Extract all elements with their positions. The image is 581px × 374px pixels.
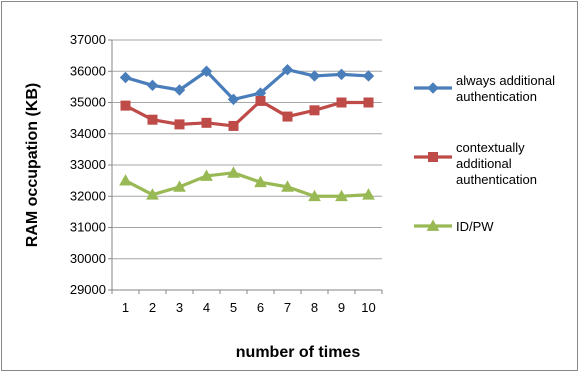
x-tick-label-3: 4 — [203, 300, 210, 315]
data-point-2-2 — [173, 180, 186, 192]
series-line-0 — [125, 68, 369, 101]
data-point-2-8 — [335, 189, 348, 202]
y-tick-label-0: 29000 — [70, 282, 106, 297]
y-tick-label-8: 37000 — [70, 32, 106, 47]
y-tick-label-1: 30000 — [70, 251, 106, 266]
y-tick-labels: 29000 30000 31000 32000 33000 34000 35000 36000… — [70, 32, 112, 297]
legend-label-0: always additional authentication — [456, 73, 555, 104]
legend-label-line-2-0: ID/PW — [456, 219, 494, 234]
x-tick-label-8: 9 — [338, 300, 345, 315]
y-tick-label-2: 31000 — [70, 220, 106, 235]
data-point-1-2 — [174, 119, 185, 130]
x-tick-label-6: 7 — [284, 300, 291, 315]
data-point-1-6 — [282, 111, 293, 122]
data-point-0-3 — [200, 65, 213, 77]
legend-label-line-1-0: contextually — [456, 140, 525, 155]
legend-label-line-1-2: authentication — [456, 172, 537, 187]
y-tick-label-7: 36000 — [70, 63, 106, 78]
data-point-2-1 — [146, 188, 159, 200]
legend-item-2: ID/PW — [414, 219, 494, 234]
data-point-0-8 — [335, 68, 348, 81]
legend-item-0: always additional authentication — [414, 73, 555, 104]
data-point-0-7 — [308, 70, 321, 82]
data-point-1-9 — [363, 97, 374, 108]
legend-swatch-marker-0 — [427, 82, 439, 94]
series-1 — [120, 95, 374, 131]
data-point-0-6 — [281, 63, 294, 76]
data-point-1-5 — [255, 95, 266, 106]
series-0 — [119, 63, 375, 106]
x-tick-label-9: 10 — [361, 300, 375, 315]
legend-swatch-marker-1 — [428, 152, 438, 162]
data-point-1-4 — [228, 120, 239, 131]
legend: always additional authenticationcontextua… — [414, 73, 555, 234]
series-line-2 — [124, 171, 369, 198]
x-tick-label-2: 3 — [176, 300, 183, 315]
data-point-0-4 — [227, 93, 240, 106]
x-tick-label-1: 2 — [149, 300, 156, 315]
y-tick-label-3: 32000 — [70, 188, 106, 203]
data-point-1-3 — [201, 117, 212, 128]
series-line-1 — [124, 99, 369, 128]
x-tick-label-5: 6 — [257, 300, 264, 315]
data-point-2-5 — [254, 175, 267, 188]
x-tick-labels: 1 2 3 4 5 6 7 8 9 10 — [111, 290, 383, 315]
data-point-2-9 — [362, 188, 375, 200]
legend-label-2: ID/PW — [456, 219, 494, 234]
data-point-2-0 — [119, 174, 132, 186]
y-tick-label-4: 33000 — [70, 157, 106, 172]
data-point-0-2 — [173, 84, 186, 96]
data-point-2-7 — [308, 189, 321, 202]
legend-label-1: contextually additional authentication — [456, 140, 537, 187]
series-2 — [119, 166, 375, 202]
data-point-2-6 — [281, 180, 294, 192]
data-point-2-3 — [200, 169, 213, 181]
legend-swatch-marker-2 — [426, 219, 440, 231]
data-point-1-0 — [120, 100, 131, 111]
data-point-1-8 — [336, 97, 347, 108]
legend-label-line-0-1: authentication — [456, 89, 537, 104]
data-point-1-7 — [309, 105, 320, 116]
legend-item-1: contextually additional authentication — [414, 140, 537, 187]
data-point-0-0 — [119, 71, 132, 84]
x-tick-label-0: 1 — [122, 300, 129, 315]
data-point-0-1 — [146, 79, 159, 92]
data-point-0-9 — [362, 70, 375, 82]
x-tick-label-4: 5 — [230, 300, 237, 315]
legend-label-line-0-0: always additional — [456, 73, 555, 88]
x-tick-label-7: 8 — [311, 300, 318, 315]
data-point-1-1 — [147, 114, 158, 125]
series-layer — [119, 63, 375, 202]
y-tick-label-6: 35000 — [70, 95, 106, 110]
legend-label-line-1-1: additional — [456, 156, 512, 171]
x-axis-title: number of times — [236, 344, 361, 361]
y-axis-title: RAM occupation (KB) — [24, 83, 41, 247]
y-tick-label-5: 34000 — [70, 126, 106, 141]
data-point-2-4 — [227, 166, 240, 178]
